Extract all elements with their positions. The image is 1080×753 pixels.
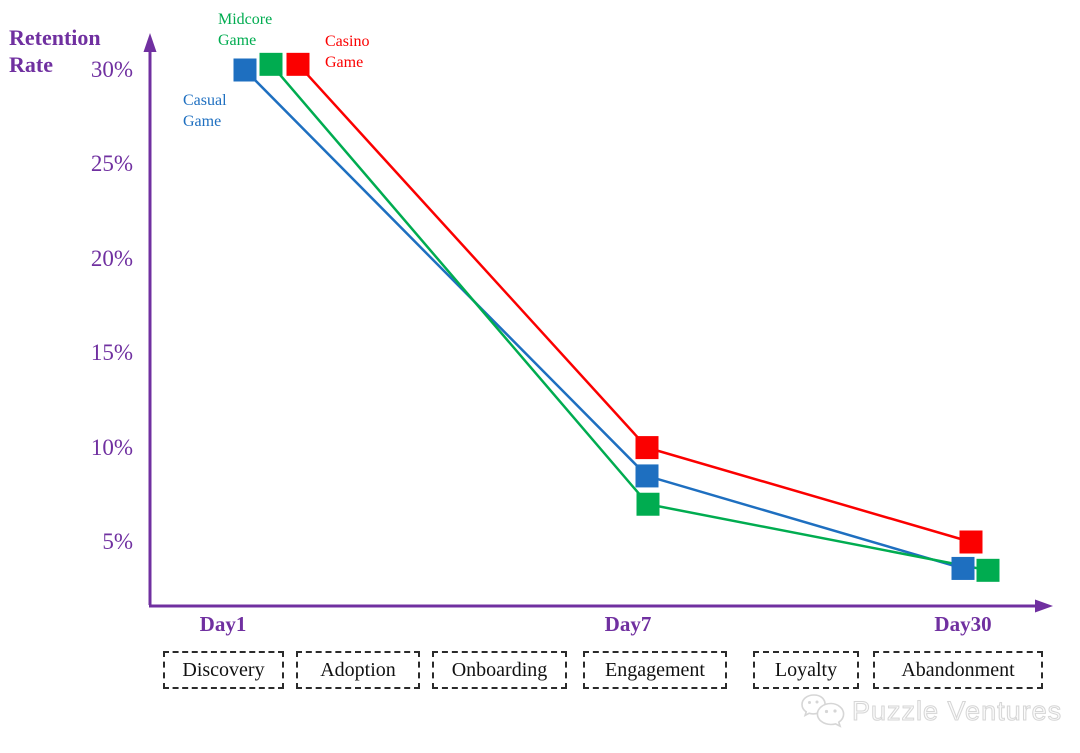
- y-tick-label-30: 30%: [90, 57, 133, 82]
- stage-box-adoption: Adoption: [296, 651, 420, 689]
- marker-casino-game-day7: [635, 436, 659, 460]
- marker-midcore-game-day1: [259, 52, 283, 76]
- stage-box-abandonment: Abandonment: [873, 651, 1043, 689]
- stage-label: Loyalty: [774, 658, 838, 681]
- x-axis-arrowhead: [1035, 599, 1053, 613]
- y-tick-label-25: 25%: [90, 151, 133, 177]
- marker-casino-game-day1: [286, 52, 310, 76]
- stage-label: Abandonment: [901, 658, 1015, 681]
- y-axis-title-line1: Retention: [9, 25, 101, 50]
- y-tick-label-10: 10%: [90, 434, 133, 460]
- y-tick-label-15: 15%: [90, 340, 133, 366]
- series-label-casino-game: Casino Game: [325, 33, 370, 71]
- y-tick-label-20: 20%: [90, 245, 133, 271]
- line-casual-game: [244, 69, 964, 570]
- stage-box-loyalty: Loyalty: [753, 651, 859, 689]
- line-midcore-game: [270, 63, 989, 572]
- stage-box-onboarding: Onboarding: [432, 651, 567, 689]
- stage-box-discovery: Discovery: [163, 651, 284, 689]
- marker-midcore-game-day7: [636, 492, 660, 516]
- watermark-text: Puzzle Ventures: [851, 695, 1063, 726]
- stage-label: Engagement: [605, 658, 705, 681]
- x-category-label-day30: Day30: [934, 612, 992, 636]
- stage-label: Discovery: [182, 658, 265, 681]
- x-category-label-day7: Day7: [604, 612, 652, 636]
- stage-label: Onboarding: [451, 658, 548, 681]
- marker-casual-game-day7: [635, 464, 659, 488]
- stage-label: Adoption: [320, 658, 396, 681]
- watermark: Puzzle Ventures: [800, 692, 1062, 730]
- line-casino-game: [297, 63, 972, 544]
- y-axis-arrowhead: [143, 33, 157, 52]
- y-axis-title: Retention Rate: [9, 24, 129, 78]
- marker-midcore-game-day30: [976, 558, 1000, 582]
- marker-casual-game-day1: [233, 58, 257, 82]
- stage-box-engagement: Engagement: [583, 651, 727, 689]
- x-category-label-day1: Day1: [199, 612, 247, 636]
- y-axis-title-line2: Rate: [9, 52, 53, 77]
- series-label-midcore-game: Midcore Game: [218, 11, 273, 49]
- wechat-speech-bubbles-icon: [801, 694, 845, 728]
- marker-casual-game-day30: [951, 556, 975, 580]
- marker-casino-game-day30: [959, 530, 983, 554]
- series-label-casual-game: Casual Game: [183, 92, 227, 130]
- y-tick-label-5: 5%: [102, 529, 133, 554]
